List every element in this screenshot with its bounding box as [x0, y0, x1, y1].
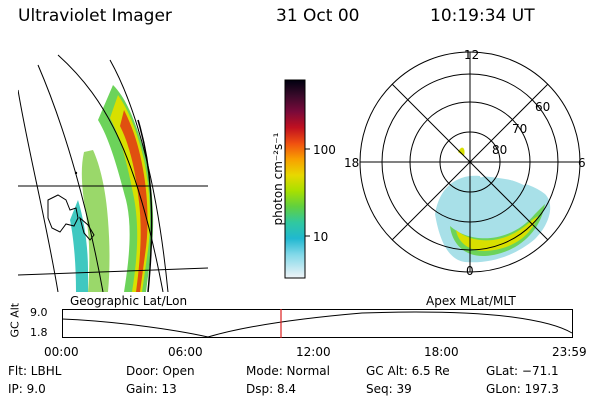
- polar-mlat-mlt-panel: [359, 51, 581, 273]
- aurora-polar-spot: [458, 147, 465, 156]
- alt-plot-frame: [62, 309, 573, 338]
- colorbar-unit-label: photon cm⁻²s⁻¹: [271, 132, 285, 226]
- seq-info: Seq: 39: [366, 382, 412, 396]
- right-panel-caption: Apex MLat/MLT: [426, 294, 516, 308]
- island-marker: [74, 171, 78, 175]
- longitude-line: [18, 89, 59, 292]
- aurora-inner-band: [110, 95, 151, 292]
- colorbar: [284, 79, 310, 279]
- alt-plot-xtick: 00:00: [44, 345, 79, 359]
- gain-info: Gain: 13: [126, 382, 177, 396]
- mlt-label-18: 18: [344, 156, 360, 170]
- observation-time: 10:19:34 UT: [430, 6, 535, 26]
- coastline: [79, 216, 95, 241]
- latitude-line: [18, 267, 208, 276]
- alt-plot-ytick-min: 1.8: [30, 326, 48, 339]
- mlt-label-12: 12: [464, 48, 480, 62]
- alt-plot-ytick-max: 9.0: [30, 306, 48, 319]
- aurora-faint-band: [70, 200, 88, 292]
- altitude-timeline-plot: [62, 309, 573, 338]
- gc-alt-info: GC Alt: 6.5 Re: [366, 364, 450, 378]
- colorbar-tick-100: 100: [313, 143, 336, 157]
- terminator-line: [137, 119, 153, 292]
- coastline: [47, 194, 79, 233]
- instrument-title: Ultraviolet Imager: [18, 6, 172, 26]
- glon-info: GLon: 197.3: [486, 382, 559, 396]
- mlat-label-60: 60: [535, 100, 551, 114]
- mlt-label-6: 6: [578, 156, 586, 170]
- colorbar-tick-10: 10: [313, 230, 329, 244]
- alt-plot-xtick: 06:00: [168, 345, 203, 359]
- mlt-axis-diagonal: [391, 83, 549, 241]
- alt-plot-xtick: 12:00: [296, 345, 331, 359]
- alt-plot-xtick: 18:00: [424, 345, 459, 359]
- colorbar-gradient: [284, 79, 306, 279]
- alt-plot-ylabel: GC Alt: [8, 302, 22, 338]
- filter-info: Flt: LBHL: [8, 364, 62, 378]
- mlat-label-80: 80: [492, 143, 508, 157]
- mode-info: Mode: Normal: [246, 364, 330, 378]
- geographic-image-panel: [18, 54, 208, 292]
- dsp-info: Dsp: 8.4: [246, 382, 297, 396]
- altitude-curve: [62, 311, 573, 338]
- left-panel-caption: Geographic Lat/Lon: [70, 294, 188, 308]
- aurora-core-band: [120, 110, 148, 292]
- mlat-label-70: 70: [512, 122, 528, 136]
- aurora-oval-bright: [456, 216, 538, 251]
- observation-date: 31 Oct 00: [276, 6, 360, 26]
- ip-info: IP: 9.0: [8, 382, 46, 396]
- mlt-label-0: 0: [466, 264, 474, 278]
- door-info: Door: Open: [126, 364, 195, 378]
- longitude-line: [57, 54, 164, 292]
- glat-info: GLat: −71.1: [486, 364, 559, 378]
- alt-plot-xtick: 23:59: [552, 345, 587, 359]
